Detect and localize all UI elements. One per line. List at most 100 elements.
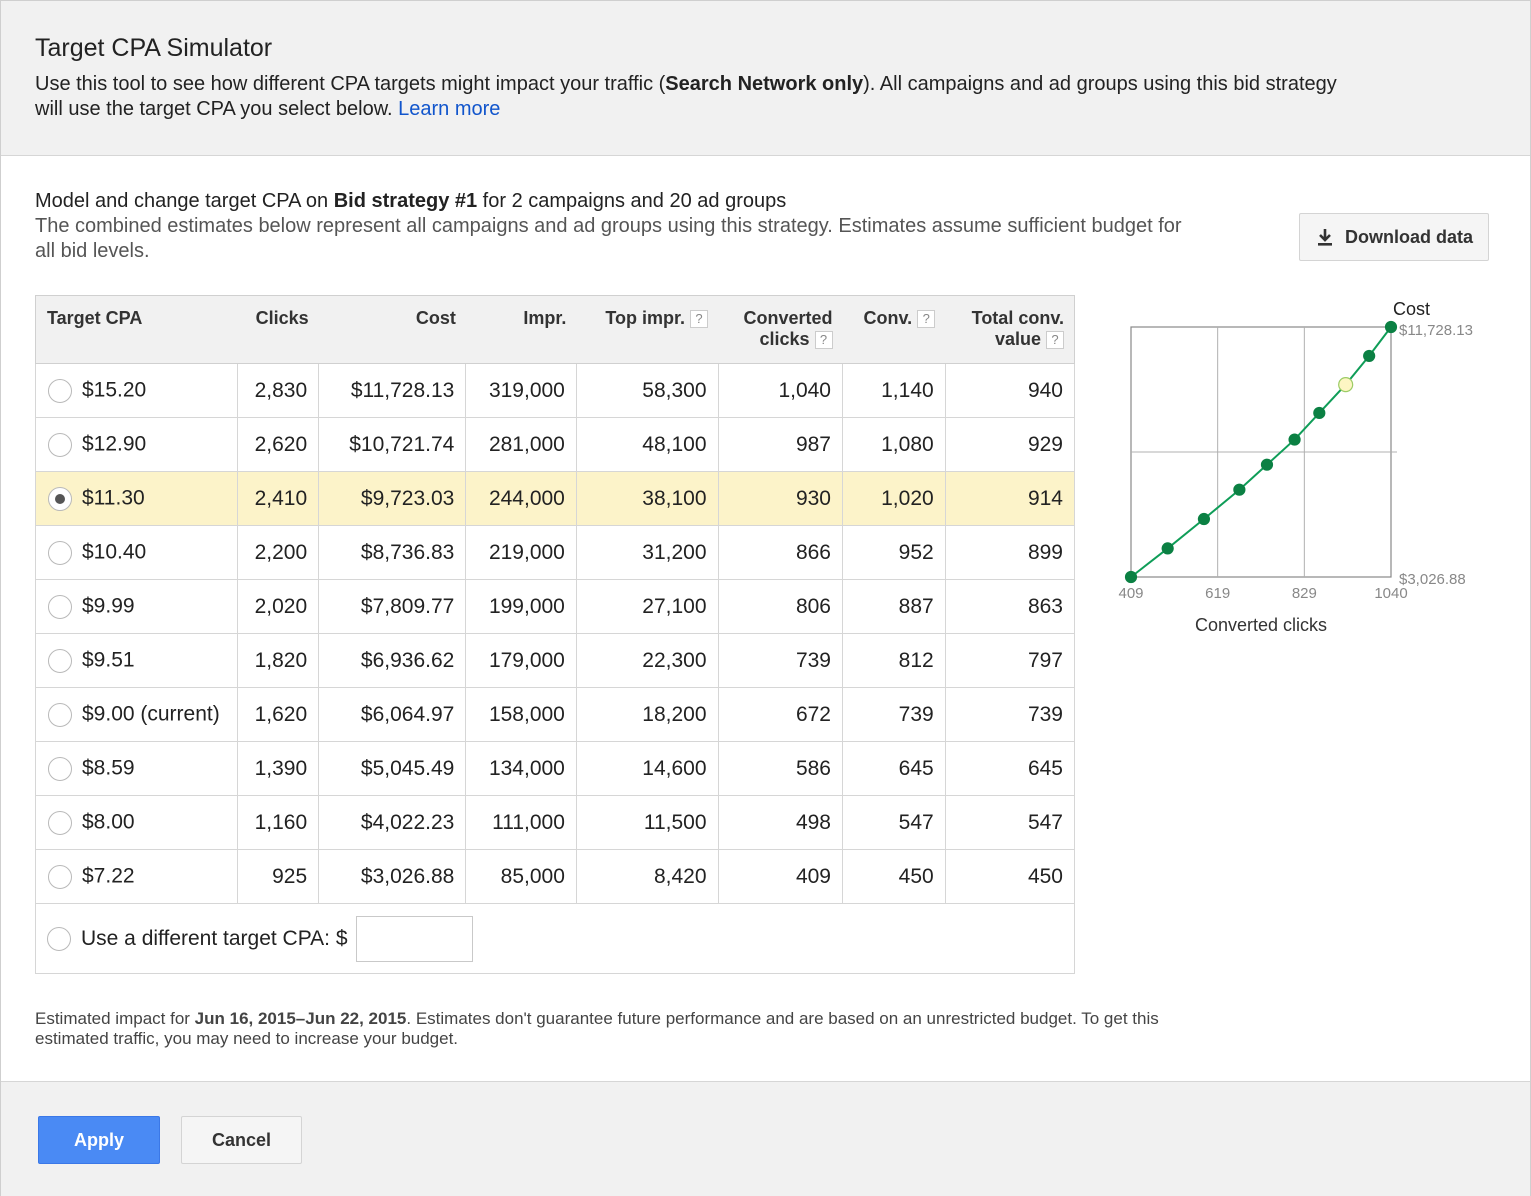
- cost-cell: $4,022.23: [318, 795, 467, 850]
- table-row[interactable]: $10.40 2,200 $8,736.83 219,000 31,200 86…: [35, 525, 1076, 580]
- dialog-title: Target CPA Simulator: [35, 34, 273, 62]
- data-point: [1288, 433, 1301, 446]
- help-icon[interactable]: ?: [917, 310, 936, 329]
- top-impr-cell: 48,100: [575, 417, 719, 472]
- col-conv: Conv. ?: [842, 295, 946, 364]
- cost-series-line: [1130, 326, 1392, 578]
- table-row[interactable]: $9.00 (current) 1,620 $6,064.97 158,000 …: [35, 687, 1076, 742]
- table-row[interactable]: $12.90 2,620 $10,721.74 281,000 48,100 9…: [35, 417, 1076, 472]
- cpa-radio[interactable]: [48, 648, 72, 673]
- cpa-radio[interactable]: [48, 810, 72, 835]
- table-row[interactable]: $9.99 2,020 $7,809.77 199,000 27,100 806…: [35, 579, 1076, 634]
- col-total-conv-value-line1: Total conv.: [971, 308, 1064, 328]
- custom-cpa-row: Use a different target CPA: $: [35, 903, 1075, 974]
- clicks-cell: 925: [236, 849, 320, 904]
- col-converted-clicks: Converted clicks ?: [718, 295, 843, 364]
- table-row[interactable]: $8.00 1,160 $4,022.23 111,000 11,500 498…: [35, 795, 1076, 850]
- cost-cell: $8,736.83: [318, 525, 467, 580]
- impr-cell: 85,000: [465, 849, 577, 904]
- apply-button[interactable]: Apply: [38, 1116, 160, 1164]
- col-total-conv-value-line2: value: [994, 329, 1041, 349]
- help-icon[interactable]: ?: [690, 310, 709, 329]
- cpa-cell: $9.00 (current): [35, 687, 238, 742]
- col-clicks: Clicks: [237, 295, 319, 364]
- total-conv-value-cell: 739: [944, 687, 1076, 742]
- conv-cell: 812: [842, 633, 946, 688]
- intro-text-start: Use this tool to see how different CPA t…: [35, 73, 666, 95]
- cpa-value: $8.59: [82, 756, 135, 780]
- clicks-cell: 2,620: [236, 417, 320, 472]
- table-row[interactable]: $15.20 2,830 $11,728.13 319,000 58,300 1…: [35, 363, 1076, 418]
- impr-cell: 219,000: [465, 525, 577, 580]
- top-impr-cell: 38,100: [575, 471, 719, 526]
- cpa-value: $10.40: [82, 540, 147, 564]
- data-point-selected: [1338, 377, 1354, 393]
- col-converted-clicks-line1: Converted: [743, 308, 833, 328]
- model-line-1: Model and change target CPA on Bid strat…: [35, 189, 1185, 214]
- footnote-end: . Estimates don't guarantee future perfo…: [35, 1009, 1159, 1048]
- download-data-label: Download data: [1344, 226, 1473, 247]
- converted-clicks-cell: 806: [717, 579, 844, 634]
- clicks-cell: 2,200: [236, 525, 320, 580]
- cost-cell: $6,064.97: [318, 687, 467, 742]
- custom-cpa-radio[interactable]: [47, 926, 71, 951]
- table-row[interactable]: $7.22 925 $3,026.88 85,000 8,420 409 450…: [35, 849, 1076, 904]
- help-icon[interactable]: ?: [1046, 331, 1064, 350]
- custom-cpa-wrap: Use a different target CPA: $: [47, 915, 1063, 962]
- cpa-value: $8.00: [82, 810, 135, 834]
- cpa-value: $9.00 (current): [82, 702, 220, 726]
- cost-cell: $11,728.13: [318, 363, 467, 418]
- converted-clicks-cell: 586: [717, 741, 844, 796]
- cpa-radio-selected[interactable]: [48, 486, 72, 511]
- impr-cell: 281,000: [465, 417, 577, 472]
- clicks-cell: 1,160: [236, 795, 320, 850]
- cpa-cell: $8.59: [35, 741, 238, 796]
- simulation-table: Target CPA Clicks Cost Impr. Top impr. ?…: [35, 295, 1076, 974]
- cpa-value: $7.22: [82, 864, 135, 888]
- cancel-button[interactable]: Cancel: [181, 1116, 302, 1164]
- cpa-cell: $12.90: [35, 417, 238, 472]
- cpa-radio[interactable]: [48, 594, 72, 619]
- cpa-radio[interactable]: [48, 540, 72, 565]
- cost-cell: $10,721.74: [318, 417, 467, 472]
- data-point: [1313, 406, 1326, 420]
- total-conv-value-cell: 547: [944, 795, 1076, 850]
- cpa-value: $9.51: [82, 648, 135, 672]
- converted-clicks-cell: 1,040: [717, 363, 844, 418]
- download-data-button[interactable]: Download data: [1299, 213, 1489, 261]
- cpa-radio[interactable]: [48, 702, 72, 727]
- custom-cpa-input[interactable]: [355, 915, 473, 962]
- converted-clicks-cell: 672: [717, 687, 844, 742]
- clicks-cell: 2,830: [236, 363, 320, 418]
- conv-cell: 450: [842, 849, 946, 904]
- clicks-cell: 1,390: [236, 741, 320, 796]
- cpa-value: $15.20: [82, 378, 147, 402]
- cpa-radio[interactable]: [48, 432, 72, 457]
- conv-cell: 952: [842, 525, 946, 580]
- impr-cell: 134,000: [465, 741, 577, 796]
- help-icon[interactable]: ?: [814, 331, 833, 350]
- cpa-cell: $7.22: [35, 849, 238, 904]
- cpa-cell: $11.30: [35, 471, 238, 526]
- learn-more-link[interactable]: Learn more: [398, 98, 501, 120]
- model-line-1-end: for 2 campaigns and 20 ad groups: [477, 190, 787, 212]
- impr-cell: 158,000: [465, 687, 577, 742]
- cpa-radio[interactable]: [48, 756, 72, 781]
- intro-text-bold: Search Network only: [665, 73, 864, 95]
- converted-clicks-cell: 498: [717, 795, 844, 850]
- cpa-radio[interactable]: [48, 864, 72, 889]
- table-row[interactable]: $9.51 1,820 $6,936.62 179,000 22,300 739…: [35, 633, 1076, 688]
- table-row-selected[interactable]: $11.30 2,410 $9,723.03 244,000 38,100 93…: [35, 471, 1076, 526]
- x-tick-label: 1040: [1374, 585, 1407, 602]
- data-point: [1260, 458, 1274, 471]
- model-line-2: The combined estimates below represent a…: [35, 215, 1182, 262]
- y-tick-label: $11,728.13: [1399, 322, 1473, 339]
- table-row[interactable]: $8.59 1,390 $5,045.49 134,000 14,600 586…: [35, 741, 1076, 796]
- custom-cpa-currency: $: [335, 926, 348, 950]
- bid-strategy-name: Bid strategy #1: [333, 190, 478, 212]
- table-body: $15.20 2,830 $11,728.13 319,000 58,300 1…: [35, 363, 1076, 974]
- data-point: [1233, 483, 1246, 496]
- data-point: [1161, 542, 1174, 555]
- download-icon: [1317, 229, 1332, 246]
- cpa-radio[interactable]: [48, 378, 72, 403]
